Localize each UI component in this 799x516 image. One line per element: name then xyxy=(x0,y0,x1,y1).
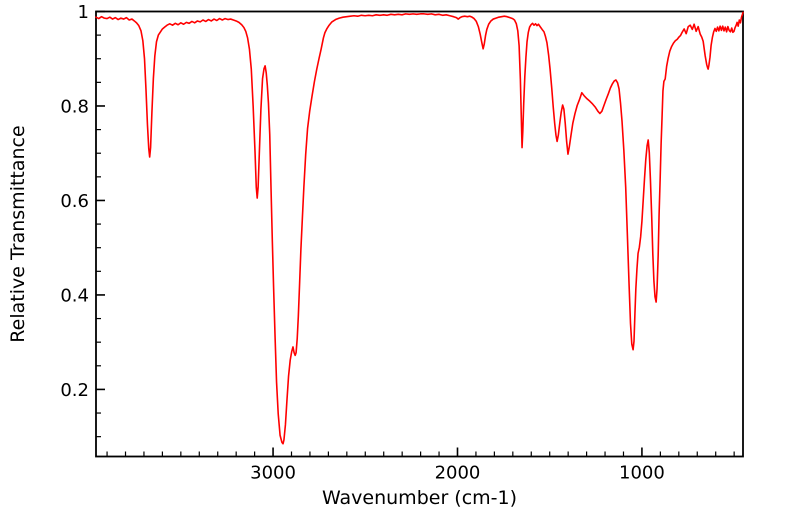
axis-ticks xyxy=(96,10,735,457)
y-tick-label: 0.2 xyxy=(60,380,89,401)
y-tick-label: 1 xyxy=(78,2,89,23)
y-tick-label: 0.8 xyxy=(60,96,89,117)
x-tick-label: 3000 xyxy=(250,463,296,484)
spectrum-line xyxy=(95,11,744,445)
x-tick-label: 1000 xyxy=(619,463,665,484)
plot-frame xyxy=(95,10,744,458)
axis-tick-labels: 3000 2000 1000 1 0.8 0.6 0.4 0.2 xyxy=(60,2,664,484)
x-tick-label: 2000 xyxy=(435,463,481,484)
y-axis-title: Relative Transmittance xyxy=(7,125,29,342)
y-tick-label: 0.6 xyxy=(60,191,89,212)
x-axis-title: Wavenumber (cm-1) xyxy=(322,487,517,509)
y-tick-label: 0.4 xyxy=(60,285,89,306)
